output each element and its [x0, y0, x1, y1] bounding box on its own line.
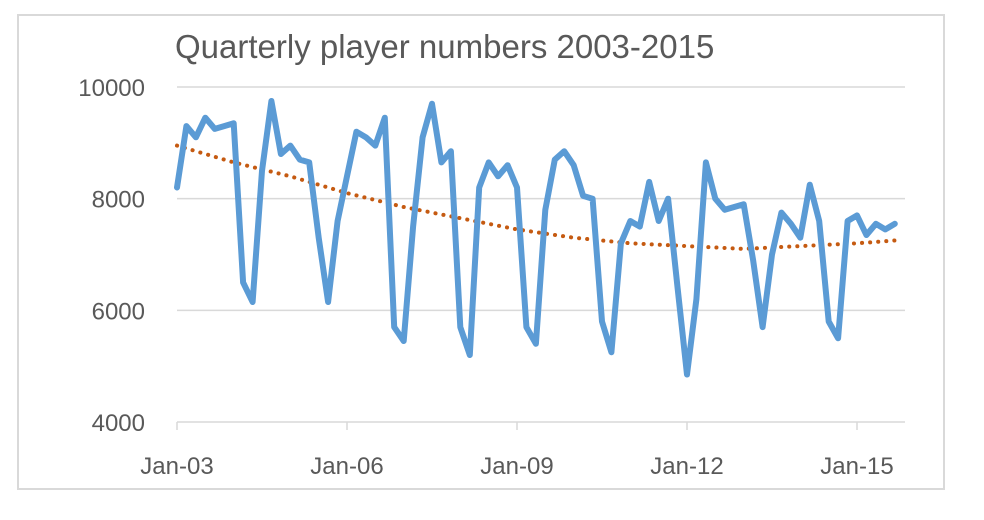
- chart-title: Quarterly player numbers 2003-2015: [175, 28, 714, 65]
- x-tick-label: Jan-12: [650, 453, 723, 480]
- chart-frame: [17, 14, 945, 490]
- trendline-series: [175, 143, 897, 251]
- x-tick-label: Jan-03: [140, 453, 213, 480]
- x-axis: Jan-03 Jan-06 Jan-09 Jan-12 Jan-15: [140, 421, 905, 480]
- y-axis-ticks: 10000 8000 6000 4000: [78, 75, 145, 437]
- series-group: [174, 98, 898, 378]
- x-tick-label: Jan-09: [480, 453, 553, 480]
- player-numbers-series: [174, 98, 898, 378]
- x-tick-label: Jan-15: [820, 453, 893, 480]
- y-tick-label: 6000: [92, 298, 145, 325]
- y-tick-label: 10000: [78, 75, 145, 102]
- y-tick-label: 4000: [92, 410, 145, 437]
- y-tick-label: 8000: [92, 187, 145, 214]
- x-tick-label: Jan-06: [310, 453, 383, 480]
